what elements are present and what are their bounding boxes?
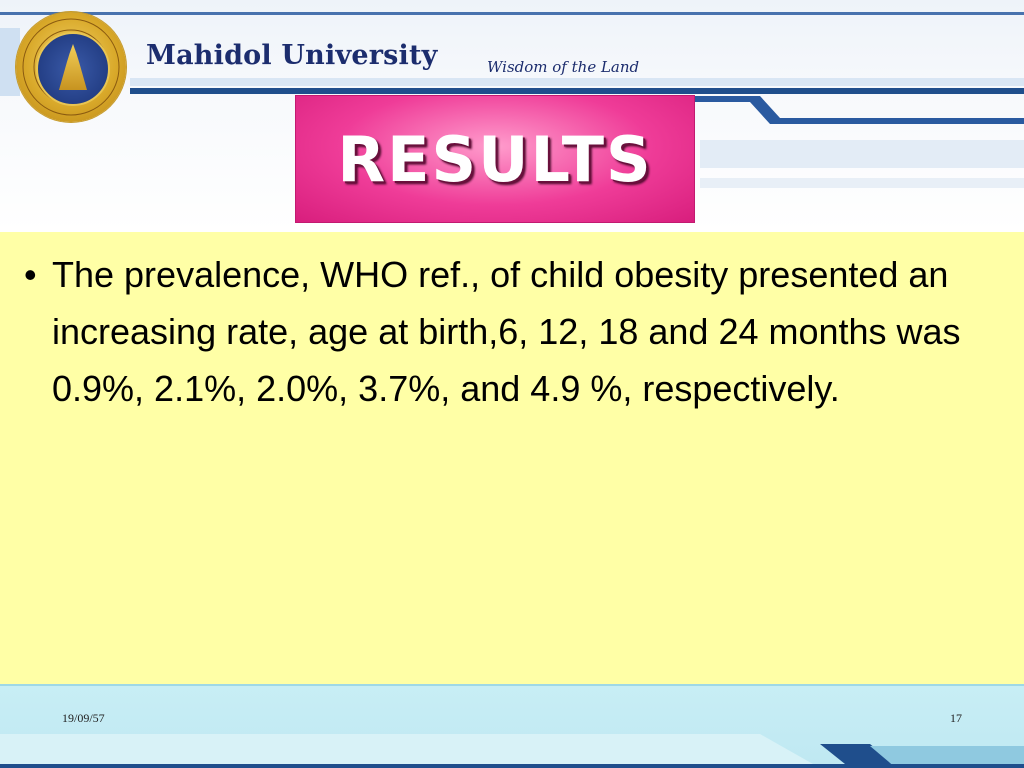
footer-bottom-line xyxy=(0,764,1024,768)
results-banner-text: RESULTS xyxy=(337,122,653,196)
slide-date: 19/09/57 xyxy=(62,711,105,725)
footer-stripes xyxy=(0,684,1024,768)
slide-footer: 19/09/57 17 xyxy=(0,684,1024,768)
header-stripes xyxy=(0,12,1024,188)
university-tagline: Wisdom of the Land xyxy=(487,58,640,76)
slide-content: • The prevalence, WHO ref., of child obe… xyxy=(0,232,1024,684)
right-stripe-top xyxy=(690,96,1024,124)
footer-mid-wedge xyxy=(870,746,1024,768)
logo-emblem xyxy=(36,32,110,106)
left-stripe xyxy=(0,28,20,96)
university-logo xyxy=(16,12,126,122)
crown-icon xyxy=(59,44,87,90)
footer-light-wedge xyxy=(0,734,820,768)
results-banner: RESULTS xyxy=(296,96,694,222)
bullet-dot-icon: • xyxy=(24,254,37,295)
header-blue-band xyxy=(130,88,1024,94)
university-name: Mahidol University xyxy=(146,40,438,71)
right-stripe-light xyxy=(700,140,1024,168)
top-blue-line xyxy=(0,12,1024,15)
footer-dark-wedge xyxy=(820,744,900,768)
footer-top-line xyxy=(0,684,1024,686)
bullet-text: The prevalence, WHO ref., of child obesi… xyxy=(52,254,961,409)
slide-header: Mahidol University Wisdom of the Land RE… xyxy=(0,0,1024,232)
right-stripe-light-2 xyxy=(700,178,1024,188)
header-light-band xyxy=(130,78,1024,86)
bullet-item: • The prevalence, WHO ref., of child obe… xyxy=(24,246,1014,417)
slide-number: 17 xyxy=(950,711,962,725)
